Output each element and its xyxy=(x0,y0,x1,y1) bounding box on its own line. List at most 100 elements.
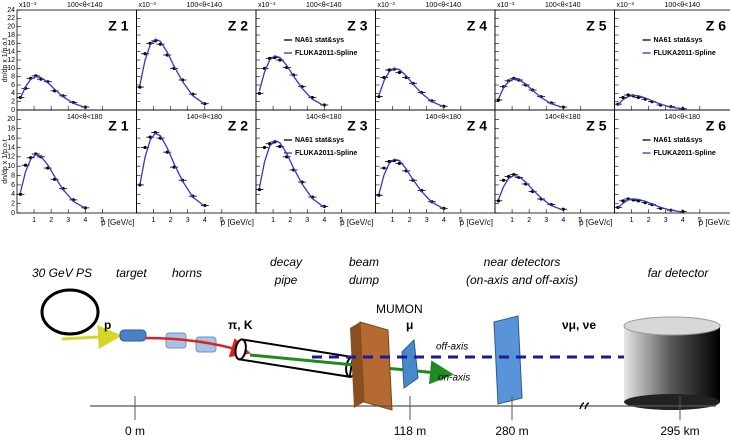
y-tick-label: 0 xyxy=(11,107,15,114)
label: on-axis xyxy=(438,373,470,384)
x-axis-label: p [GeV/c] xyxy=(221,218,254,227)
axis-break xyxy=(579,402,590,410)
x-tick-label: 4 xyxy=(322,217,326,224)
x-tick-label: 1 xyxy=(152,217,156,224)
x-tick-label: 1 xyxy=(271,217,275,224)
panel-title: Z 6 xyxy=(706,118,726,134)
x-tick-label: 1 xyxy=(630,217,634,224)
panel-title: Z 3 xyxy=(347,118,367,134)
y-tick-label: 18 xyxy=(7,32,15,39)
y-multiplier: x10⁻³ xyxy=(19,2,37,9)
legend-label: NA61 stat&sys xyxy=(295,137,344,144)
panel-subtitle: 140<θ<180 xyxy=(426,114,462,121)
y-tick-label: 10 xyxy=(7,163,15,170)
panel-title: Z 4 xyxy=(467,118,487,134)
legend-label: FLUKA2011-Spline xyxy=(654,50,716,57)
label: beam xyxy=(349,255,379,269)
x-tick-label: 5 xyxy=(100,217,104,224)
panel-subtitle: 140<θ<180 xyxy=(545,114,581,121)
model-curve xyxy=(258,139,325,208)
y-multiplier: x10⁻³ xyxy=(497,2,515,9)
legend-label: NA61 stat&sys xyxy=(654,137,703,144)
x-tick-label: 2 xyxy=(49,217,53,224)
distance-label: 0 m xyxy=(125,424,145,438)
legend-label: FLUKA2011-Spline xyxy=(295,150,357,157)
y-tick-label: 14 xyxy=(7,144,15,151)
x-tick-label: 1 xyxy=(510,217,514,224)
beam-dump xyxy=(359,321,393,411)
target xyxy=(119,329,147,342)
near-detector xyxy=(493,315,523,405)
panel-title: Z 5 xyxy=(586,118,606,134)
x-axis-label: p [GeV/c] xyxy=(579,218,612,227)
panel-subtitle: 100<θ<140 xyxy=(545,2,581,9)
x-tick-label: 4 xyxy=(442,217,446,224)
label: μ xyxy=(406,318,413,332)
y-tick-label: 16 xyxy=(7,40,15,47)
accelerator-ring xyxy=(40,288,100,336)
x-tick-label: 2 xyxy=(288,217,292,224)
label: decay xyxy=(270,255,303,269)
x-tick-label: 5 xyxy=(698,217,702,224)
y-tick-label: 20 xyxy=(7,116,15,123)
proton-beam xyxy=(61,325,122,349)
y-axis-label: dn/dp x 1/p.o.t xyxy=(2,38,9,82)
x-tick-label: 2 xyxy=(647,217,651,224)
distance-label: 295 km xyxy=(660,424,699,438)
label: dump xyxy=(349,273,379,287)
x-tick-label: 3 xyxy=(305,217,309,224)
y-tick-label: 2 xyxy=(11,99,15,106)
x-tick-label: 5 xyxy=(339,217,343,224)
x-axis-label: p [GeV/c] xyxy=(699,218,730,227)
model-curve xyxy=(497,78,564,109)
x-tick-label: 5 xyxy=(578,217,582,224)
label: νμ, νe xyxy=(562,318,596,332)
far-detector xyxy=(623,316,721,410)
label: p xyxy=(104,318,111,332)
x-tick-label: 5 xyxy=(459,217,463,224)
y-tick-label: 12 xyxy=(7,154,15,161)
distance-label: 280 m xyxy=(495,424,528,438)
label: π, K xyxy=(228,318,253,332)
panel-title: Z 3 xyxy=(347,18,367,34)
label: pipe xyxy=(274,273,298,287)
y-tick-label: 14 xyxy=(7,49,15,56)
y-tick-label: 20 xyxy=(7,24,15,31)
y-tick-label: 24 xyxy=(7,7,15,14)
legend-label: NA61 stat&sys xyxy=(654,37,703,44)
x-tick-label: 3 xyxy=(425,217,429,224)
panel-subtitle: 140<θ<180 xyxy=(67,114,103,121)
y-tick-label: 8 xyxy=(11,172,15,179)
y-tick-label: 4 xyxy=(11,191,15,198)
label: horns xyxy=(172,266,202,280)
x-tick-label: 5 xyxy=(220,217,224,224)
panel-subtitle: 100<θ<140 xyxy=(67,2,103,9)
x-tick-label: 1 xyxy=(32,217,36,224)
y-tick-label: 18 xyxy=(7,126,15,133)
model-curve xyxy=(378,158,445,210)
y-tick-label: 16 xyxy=(7,135,15,142)
panel-subtitle: 140<θ<180 xyxy=(665,114,701,121)
label: target xyxy=(116,266,147,280)
label: MUMON xyxy=(376,302,423,316)
x-tick-label: 4 xyxy=(203,217,207,224)
panel-title: Z 2 xyxy=(228,118,248,134)
model-curve xyxy=(19,76,86,109)
panel-subtitle: 100<θ<140 xyxy=(426,2,462,9)
x-tick-label: 3 xyxy=(186,217,190,224)
model-curve xyxy=(139,38,206,105)
plot-frame xyxy=(614,109,730,214)
x-tick-label: 3 xyxy=(664,217,668,224)
model-curve xyxy=(258,55,325,107)
beamline-diagram: 30 GeV PS target horns decay pipe beam d… xyxy=(32,255,721,438)
x-axis-label: p [GeV/c] xyxy=(101,218,134,227)
label: (on-axis and off-axis) xyxy=(466,273,578,287)
panel-title: Z 1 xyxy=(108,118,128,134)
panel-title: Z 4 xyxy=(467,18,487,34)
y-tick-label: 8 xyxy=(11,74,15,81)
x-tick-label: 4 xyxy=(681,217,685,224)
y-tick-label: 4 xyxy=(11,90,15,97)
x-tick-label: 2 xyxy=(169,217,173,224)
